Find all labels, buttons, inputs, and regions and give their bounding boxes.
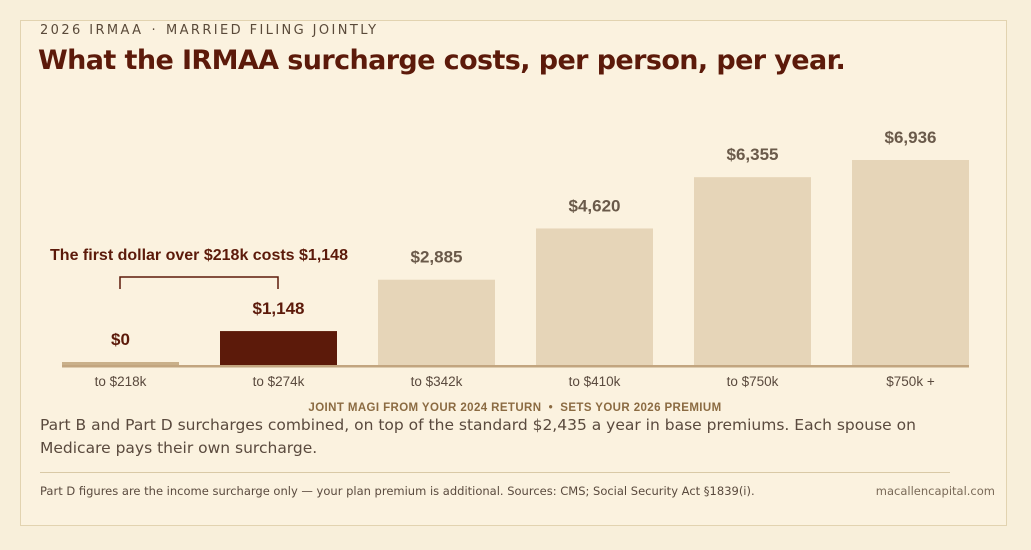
category-label-2: to $342k <box>411 374 463 389</box>
footer-divider <box>40 472 950 473</box>
category-label-5: $750k + <box>886 374 935 389</box>
eyebrow-status: MARRIED FILING JOINTLY <box>166 23 379 38</box>
bar-3 <box>536 228 653 365</box>
eyebrow: 2026 IRMAA · MARRIED FILING JOINTLY <box>40 23 379 38</box>
category-label-0: to $218k <box>95 374 147 389</box>
bar-chart: $0 to $218k $1,148 to $274k $2,885 to $342k $4… <box>50 128 969 414</box>
x-axis-baseline <box>62 365 969 368</box>
card-frame <box>20 20 1007 526</box>
category-label-1: to $274k <box>253 374 305 389</box>
chart-title: What the IRMAA surcharge costs, per pers… <box>38 45 846 76</box>
bar-5 <box>852 160 969 365</box>
footnote: Part D figures are the income surcharge … <box>40 484 755 498</box>
callout-bracket <box>119 276 279 289</box>
value-label-5: $6,936 <box>885 128 937 147</box>
bar-0 <box>62 362 179 365</box>
x-axis-title: JOINT MAGI FROM YOUR 2024 RETURN • SETS … <box>308 402 721 414</box>
value-label-3: $4,620 <box>569 196 621 215</box>
eyebrow-separator: · <box>151 23 158 38</box>
bar-4 <box>694 177 811 365</box>
bar-2 <box>378 279 495 365</box>
category-label-3: to $410k <box>569 374 621 389</box>
value-label-1: $1,148 <box>253 299 305 318</box>
source-website: macallencapital.com <box>875 484 995 498</box>
category-label-4: to $750k <box>727 374 779 389</box>
explanation-text: Part B and Part D surcharges combined, o… <box>40 416 916 457</box>
value-label-0: $0 <box>111 330 130 349</box>
eyebrow-year: 2026 IRMAA <box>40 23 144 38</box>
value-label-2: $2,885 <box>411 248 463 267</box>
bar-1 <box>220 331 337 365</box>
value-label-4: $6,355 <box>727 145 779 164</box>
callout-text: The first dollar over $218k costs $1,148 <box>50 247 348 264</box>
